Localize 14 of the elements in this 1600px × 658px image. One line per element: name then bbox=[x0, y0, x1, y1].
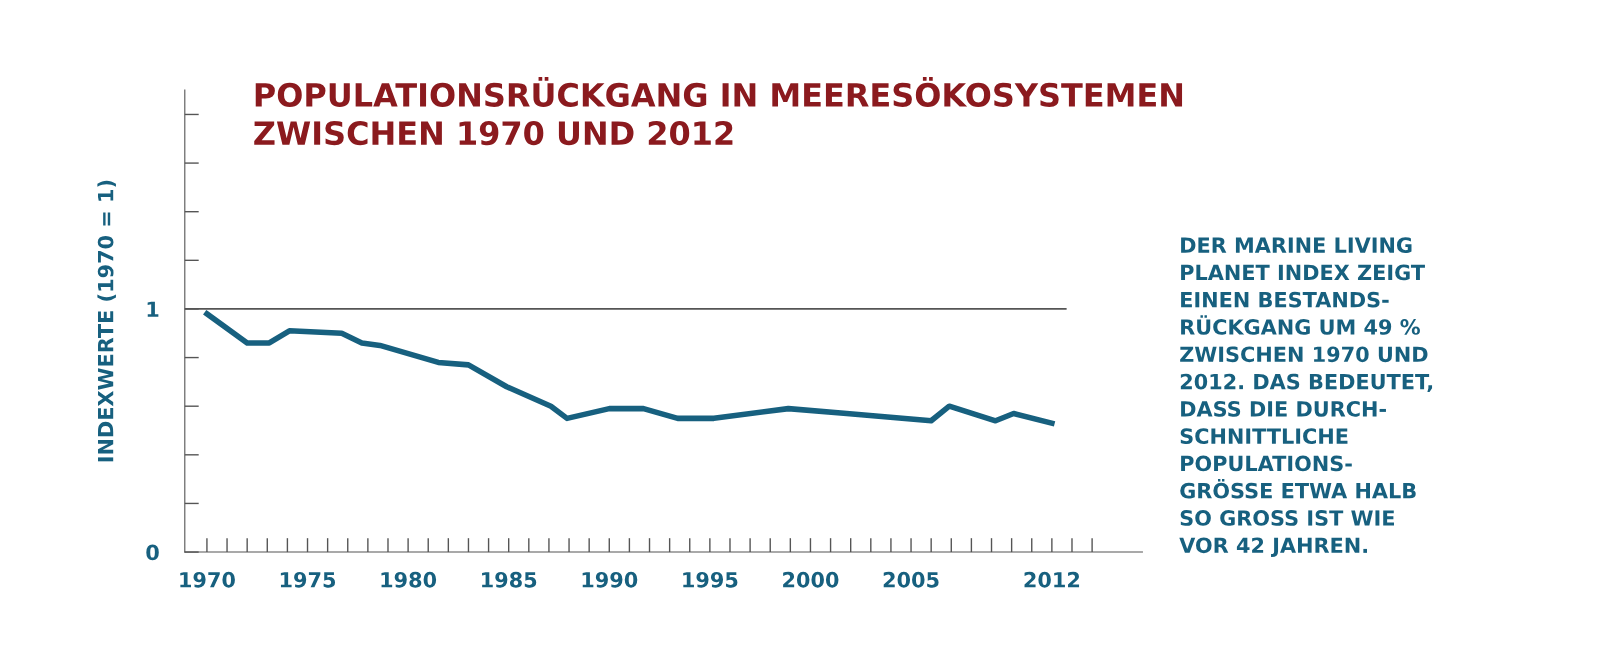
x-tick-label: 2005 bbox=[883, 571, 939, 588]
x-tick-label: 1995 bbox=[683, 571, 738, 588]
x-tick-label: 1990 bbox=[582, 571, 638, 588]
x-tick-label: 1980 bbox=[381, 571, 437, 588]
x-tick-label: 2012 bbox=[1024, 571, 1080, 588]
text: DER MARINE LIVING PLANET INDEX ZEIGT EINEN BESTANDS- RÜCKGANG UM 49 % ZWISCHEN 1970 UND 2012. DAS BEDEUTET, DASS DIE DURCH- SCHNITTLICHE POPULATIONS- GRÖSSE ETWA HALB SO GROSS IST WIE VOR 42 JAHREN. bbox=[1179, 237, 1433, 558]
y-tick-label: 0 bbox=[146, 544, 159, 561]
x-tick-label: 2000 bbox=[783, 571, 839, 588]
x-tick-label: 1985 bbox=[482, 571, 537, 588]
x-tick-label: 1970 bbox=[180, 571, 235, 588]
chart-title: POPULATIONSRÜCKGANG IN MEERESÖKOSYSTEMEN ZWISCHEN 1970 UND 2012 bbox=[254, 76, 1183, 146]
y-tick-label: 1 bbox=[147, 301, 159, 317]
y-axis-title: INDEXWERTE (1970 = 1) bbox=[97, 180, 116, 462]
x-tick-label: 1975 bbox=[280, 571, 336, 588]
